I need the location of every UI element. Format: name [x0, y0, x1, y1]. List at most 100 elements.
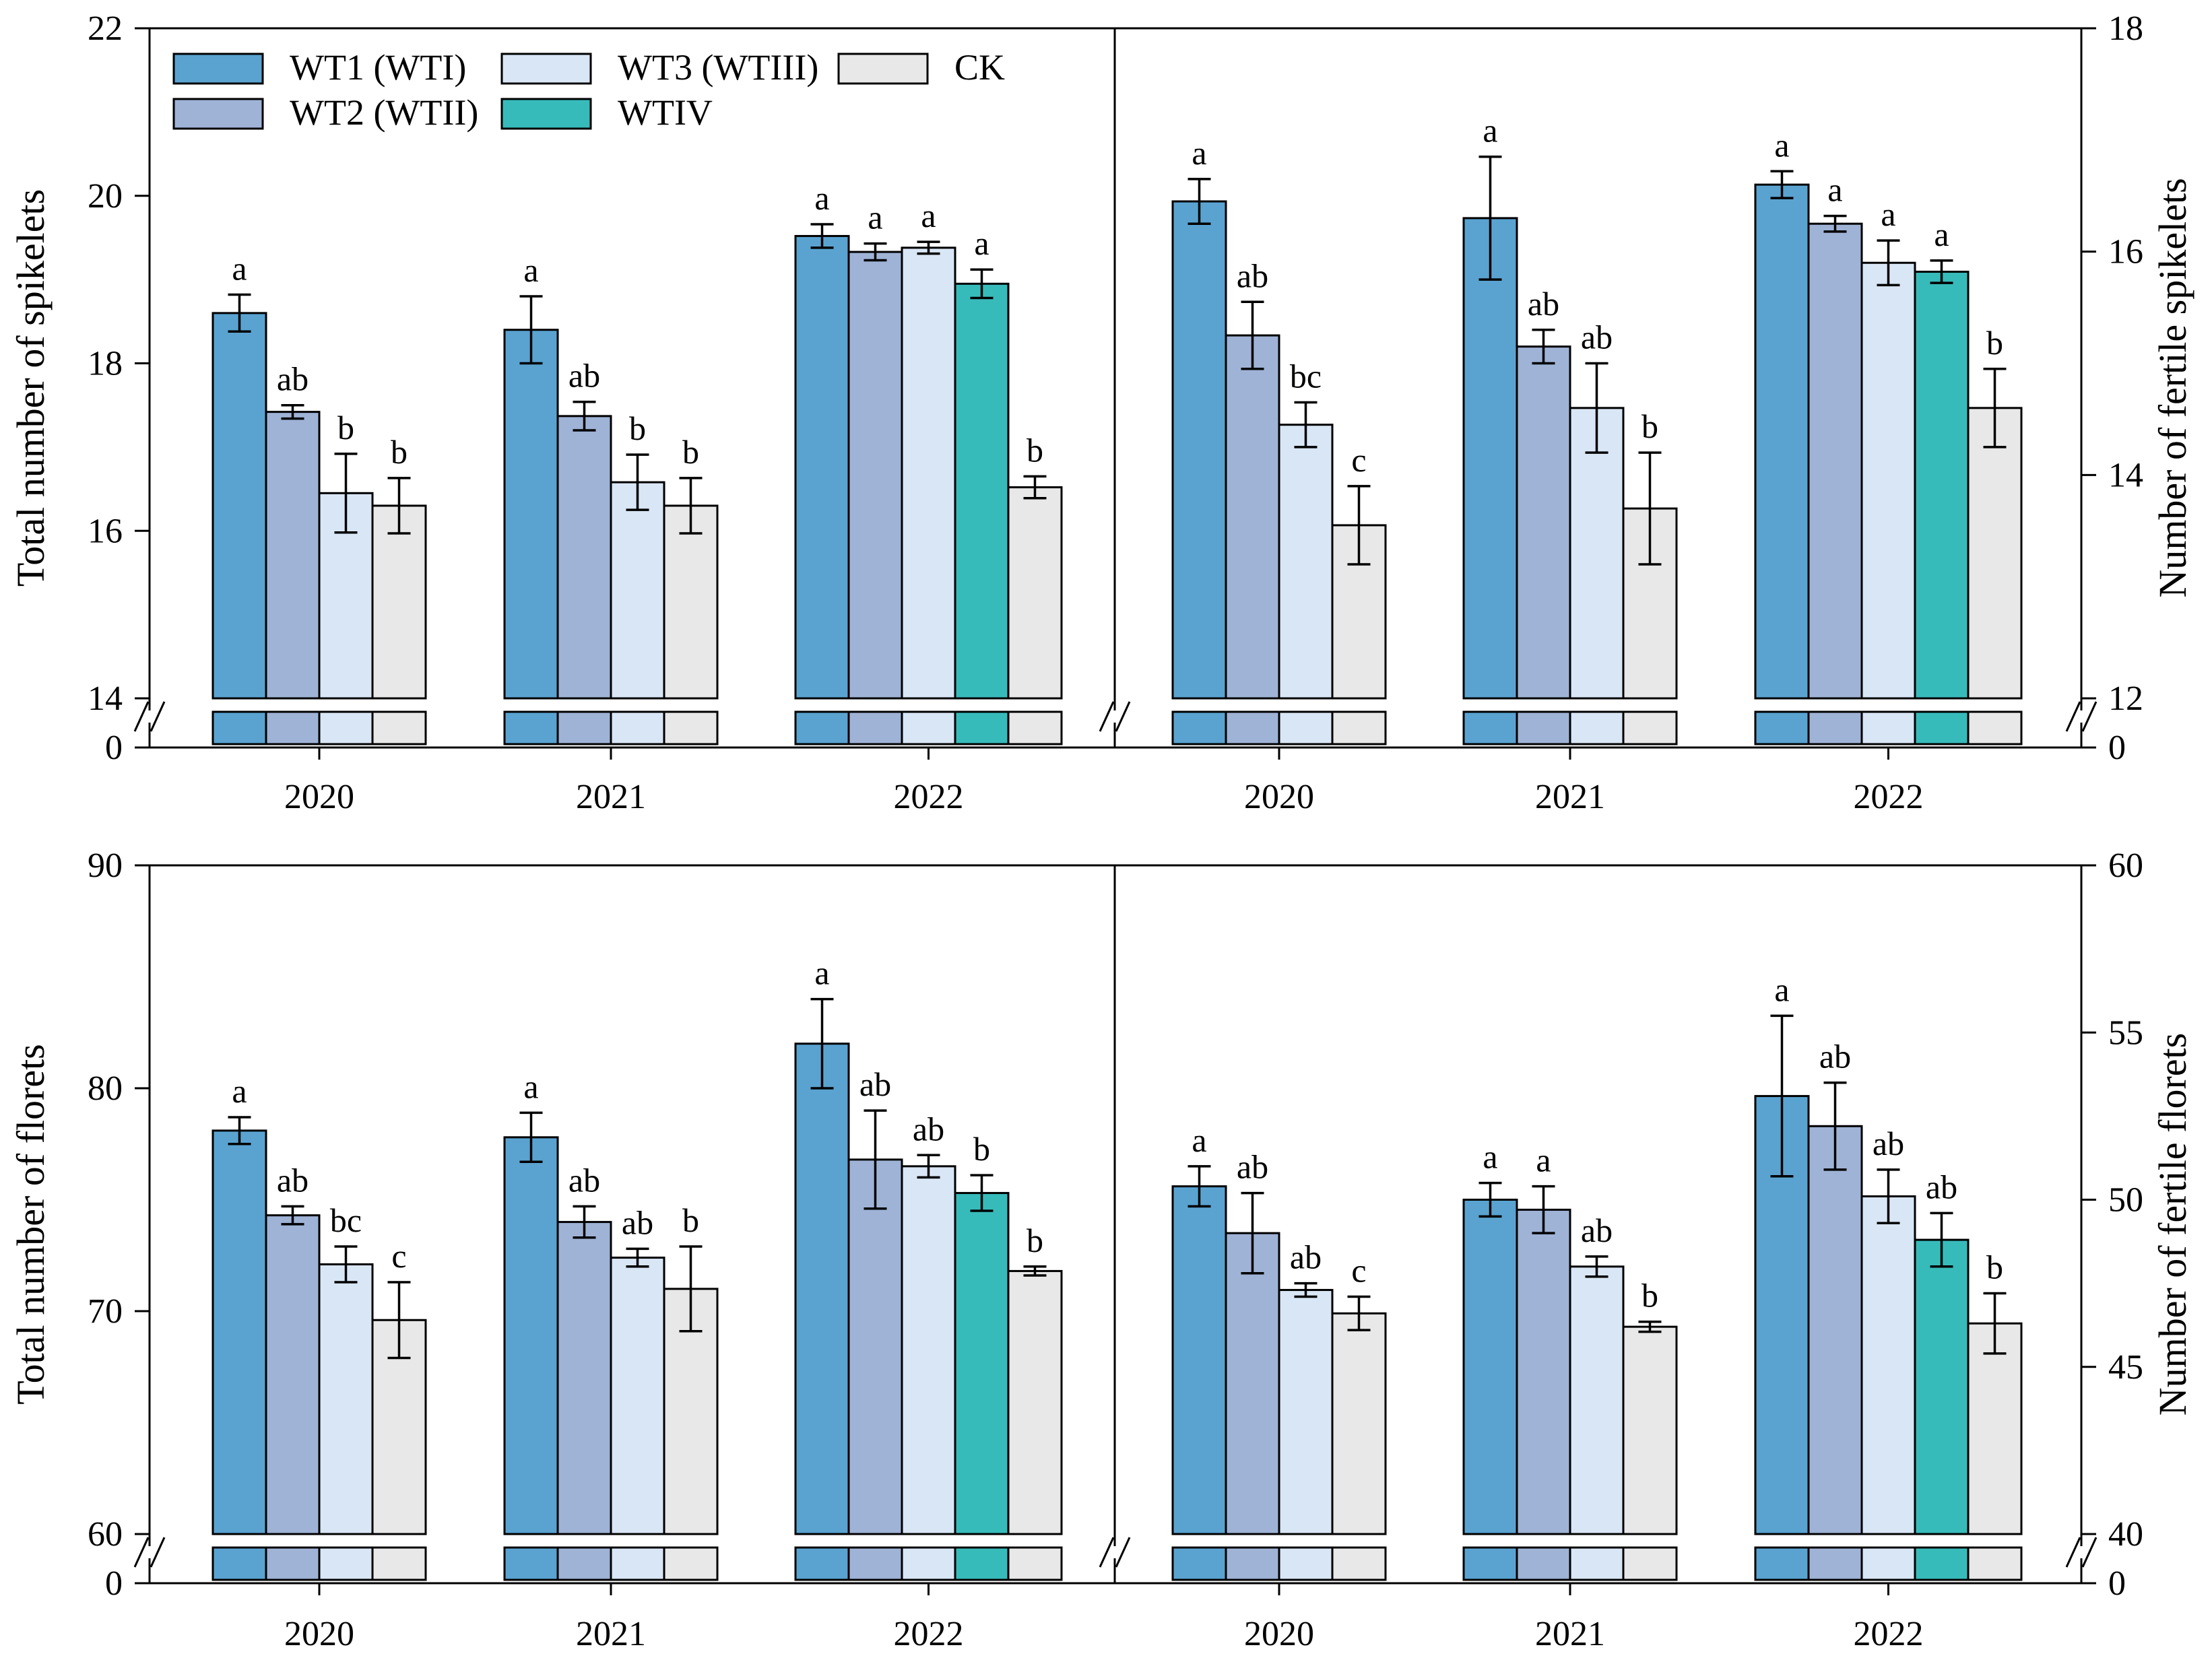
significance-label: b: [1027, 431, 1043, 469]
bar-2020-WT1: [1171, 1185, 1227, 1535]
bar-stub-2022-WT2: [847, 1546, 903, 1581]
legend-swatch-WT3: [500, 53, 592, 85]
x-tick-label-2021: 2021: [1535, 1615, 1605, 1653]
bar-2022-WT1: [794, 234, 850, 700]
bar-stub-2022-WTIV: [1914, 1546, 1970, 1581]
axis-break-mark: [1099, 701, 1115, 732]
significance-label: a: [523, 1067, 538, 1105]
significance-label: a: [1483, 1138, 1497, 1176]
significance-label: a: [1483, 112, 1497, 149]
right-y-tick-label: 14: [2108, 456, 2143, 494]
significance-label: a: [814, 954, 829, 992]
x-tick-label-2020: 2020: [1244, 1615, 1314, 1653]
left-y-tick-label: 14: [88, 679, 123, 718]
bar-2021-CK: [1622, 1325, 1678, 1535]
significance-label: ab: [1873, 1125, 1904, 1162]
bar-stub-2021-WT3: [610, 710, 665, 745]
significance-label: b: [1027, 1222, 1043, 1259]
x-tick-label-2022: 2022: [1854, 1615, 1924, 1653]
significance-label: b: [1986, 324, 2003, 362]
bar-stub-2021-CK: [1622, 710, 1678, 745]
significance-label: ab: [277, 360, 308, 398]
significance-label: b: [973, 1130, 990, 1168]
bar-2022-WT3: [1860, 261, 1916, 700]
bar-stub-2021-WT2: [556, 1546, 612, 1581]
left-zero-tick-label: 0: [105, 729, 123, 767]
bar-2022-WT3: [901, 1165, 956, 1535]
significance-label: a: [232, 1072, 247, 1110]
significance-label: a: [814, 179, 829, 217]
bar-2021-WT3: [610, 481, 665, 700]
left-y-axis-title: Total number of florets: [9, 1044, 53, 1405]
bar-2022-WT1: [794, 1042, 850, 1535]
left-zero-tick-label: 0: [105, 1564, 123, 1603]
significance-label: ab: [568, 357, 600, 395]
bar-2022-WTIV: [954, 1192, 1010, 1535]
bar-stub-2021-WT3: [1569, 1546, 1625, 1581]
axis-break-gap: [1095, 1546, 1135, 1558]
right-y-tick-label: 50: [2108, 1181, 2143, 1220]
bar-2020-WT2: [1225, 334, 1280, 700]
right-y-axis-title: Number of fertile spikelets: [2151, 178, 2194, 597]
significance-label: a: [1774, 970, 1789, 1008]
x-tick-label-2020: 2020: [1244, 778, 1314, 816]
bar-stub-2021-WT2: [556, 710, 612, 745]
significance-label: ab: [1237, 1148, 1268, 1186]
significance-label: a: [1934, 215, 1949, 253]
significance-label: a: [1536, 1141, 1551, 1179]
bar-2020-WT3: [1278, 424, 1334, 700]
bar-stub-2022-WTIV: [954, 710, 1010, 745]
axis-break-mark: [2065, 1537, 2081, 1568]
bar-stub-2022-CK: [1967, 710, 2023, 745]
bar-2022-WT2: [1807, 1125, 1863, 1535]
bar-stub-2021-WT3: [1569, 710, 1625, 745]
bar-2020-WT1: [212, 1129, 267, 1535]
bar-2022-WT2: [847, 1158, 903, 1535]
significance-label: bc: [1290, 358, 1322, 395]
right-y-axis-title: Number of fertile florets: [2151, 1033, 2194, 1416]
axis-break-gap: [129, 710, 170, 723]
left-y-axis-title: Total number of spikelets: [9, 189, 53, 587]
bar-stub-2022-WT3: [1860, 710, 1916, 745]
axis-break-gap: [129, 1546, 170, 1558]
significance-label: a: [1774, 126, 1789, 164]
bar-2021-WT2: [556, 1221, 612, 1535]
x-tick-label-2022: 2022: [894, 1615, 964, 1653]
right-y-tick-label: 16: [2108, 233, 2143, 271]
significance-label: b: [391, 433, 408, 471]
bar-stub-2022-WT3: [1860, 1546, 1916, 1581]
bar-stub-2022-WT2: [847, 710, 903, 745]
legend: WT1 (WTI)WT2 (WTII) WT3 (WTIII)WTIV CK: [172, 47, 1005, 133]
bar-2022-WT3: [901, 246, 956, 700]
right-y-tick-label: 60: [2108, 846, 2143, 885]
bar-stub-2021-CK: [663, 1546, 719, 1581]
bar-stub-2020-CK: [371, 1546, 427, 1581]
axis-break-mark: [1115, 1537, 1131, 1568]
bar-stub-2022-WTIV: [954, 1546, 1010, 1581]
bar-stub-2020-WT3: [318, 1546, 374, 1581]
bar-2021-WT3: [1569, 1265, 1625, 1535]
x-tick-label-2020: 2020: [284, 778, 354, 816]
significance-label: ab: [568, 1161, 600, 1199]
bar-2021-WT2: [1516, 345, 1571, 700]
bar-stub-2022-WT1: [794, 1546, 850, 1581]
legend-label-WT1: WT1 (WTI): [290, 47, 466, 88]
bar-2021-WT1: [1462, 1199, 1518, 1535]
left-y-tick-label: 70: [88, 1292, 123, 1331]
bar-stub-2022-WT3: [901, 710, 956, 745]
bar-2021-WT1: [1462, 217, 1518, 700]
significance-label: c: [391, 1237, 406, 1275]
significance-label: b: [682, 1201, 699, 1239]
bar-stub-2021-WT1: [1462, 710, 1518, 745]
bar-2021-WT1: [503, 329, 559, 700]
significance-label: a: [868, 199, 882, 236]
axis-break-mark: [150, 1537, 166, 1568]
bar-stub-2022-CK: [1007, 1546, 1063, 1581]
axis-break-mark: [133, 701, 150, 732]
bar-stub-2020-WT3: [1278, 1546, 1334, 1581]
axis-break-mark: [2081, 701, 2097, 732]
bar-stub-2022-WT2: [1807, 710, 1863, 745]
bar-stub-2022-CK: [1007, 710, 1063, 745]
significance-label: a: [1192, 1121, 1206, 1159]
